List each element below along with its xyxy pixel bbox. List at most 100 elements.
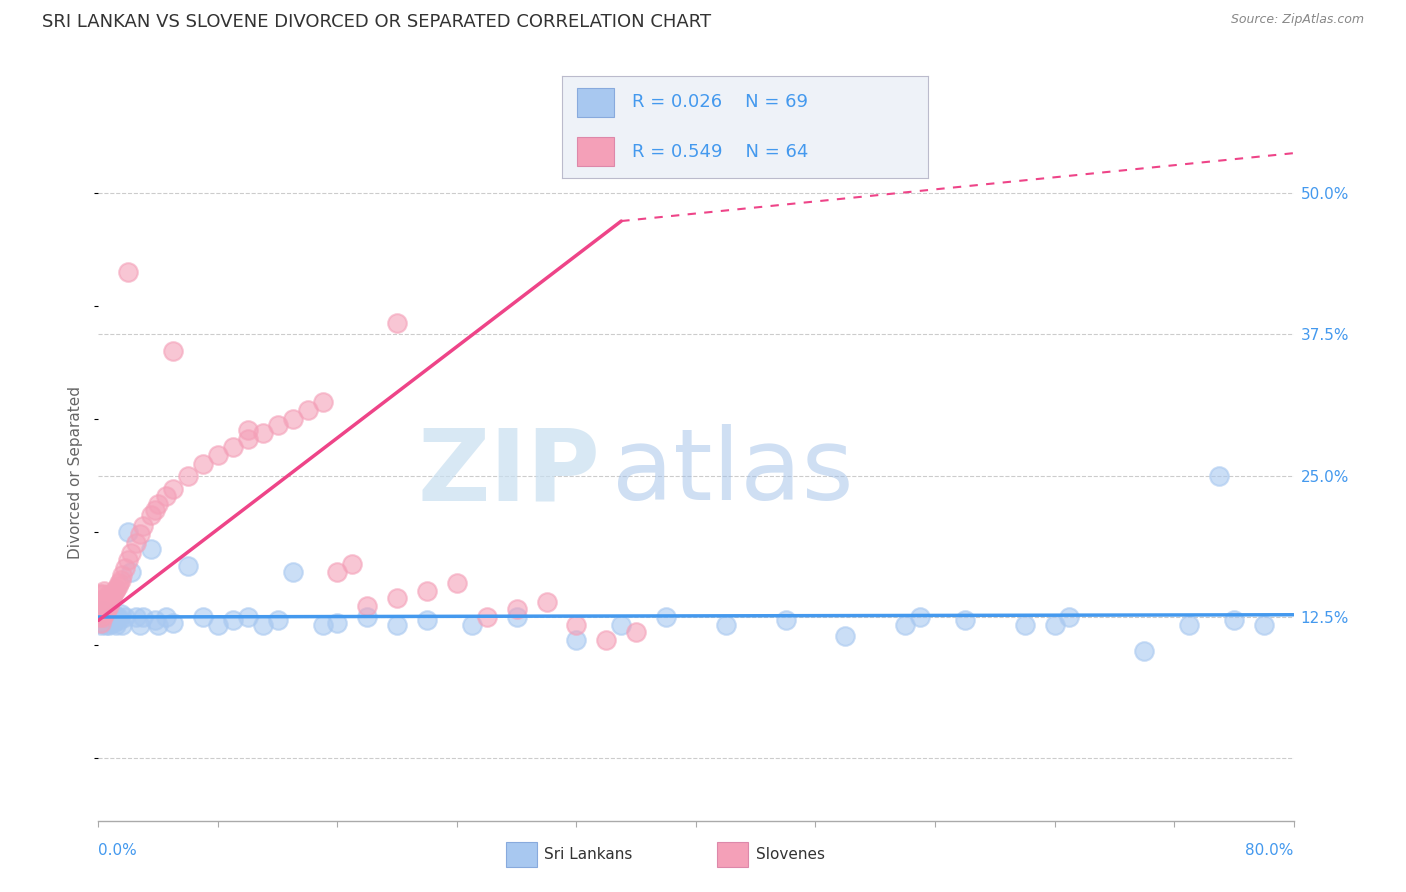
- Point: [105, 582, 128, 596]
- Point: [103, 615, 125, 630]
- Point: [775, 614, 797, 628]
- Point: [356, 599, 378, 613]
- Point: [97, 607, 120, 621]
- Text: 80.0%: 80.0%: [1246, 843, 1294, 858]
- Point: [148, 618, 170, 632]
- Point: [1133, 644, 1156, 658]
- Point: [107, 579, 129, 593]
- Point: [97, 618, 120, 632]
- Point: [94, 604, 117, 618]
- Point: [111, 568, 134, 582]
- Point: [139, 508, 162, 523]
- Text: Slovenes: Slovenes: [756, 847, 825, 862]
- Point: [110, 607, 132, 621]
- Point: [94, 607, 117, 622]
- Point: [120, 545, 142, 559]
- Point: [104, 584, 127, 599]
- Point: [110, 573, 132, 587]
- Point: [132, 610, 155, 624]
- Point: [610, 618, 633, 632]
- Point: [96, 591, 118, 605]
- Point: [96, 602, 118, 616]
- Point: [162, 344, 184, 359]
- Point: [104, 607, 127, 622]
- Text: atlas: atlas: [613, 425, 853, 521]
- Point: [91, 599, 114, 613]
- Point: [93, 584, 115, 599]
- Point: [222, 614, 245, 628]
- Text: Sri Lankans: Sri Lankans: [544, 847, 633, 862]
- Point: [475, 610, 498, 624]
- Point: [101, 610, 124, 624]
- Point: [89, 599, 111, 613]
- Point: [416, 614, 439, 628]
- Point: [143, 502, 166, 516]
- Point: [155, 610, 177, 624]
- Point: [1208, 468, 1230, 483]
- Point: [506, 610, 529, 624]
- Point: [97, 599, 120, 613]
- Point: [90, 615, 112, 630]
- Point: [100, 595, 122, 609]
- Point: [89, 587, 111, 601]
- Point: [117, 553, 139, 567]
- Point: [89, 610, 111, 624]
- Point: [1014, 618, 1036, 632]
- Point: [120, 565, 142, 579]
- Point: [93, 615, 115, 630]
- Point: [129, 527, 152, 541]
- Point: [1253, 618, 1275, 632]
- Point: [100, 614, 122, 628]
- Point: [1043, 618, 1066, 632]
- Point: [96, 610, 118, 624]
- Point: [97, 587, 120, 601]
- Point: [565, 632, 588, 647]
- Point: [236, 423, 259, 437]
- Point: [297, 403, 319, 417]
- Text: R = 0.549    N = 64: R = 0.549 N = 64: [631, 143, 808, 161]
- Point: [108, 576, 131, 591]
- Point: [89, 615, 111, 630]
- Point: [342, 557, 364, 571]
- Point: [446, 576, 468, 591]
- Point: [111, 618, 134, 632]
- Point: [416, 584, 439, 599]
- Point: [91, 610, 114, 624]
- Point: [93, 610, 115, 624]
- Point: [385, 591, 409, 605]
- Point: [125, 536, 148, 550]
- Point: [90, 618, 112, 632]
- Point: [139, 542, 162, 557]
- Point: [129, 618, 152, 632]
- Point: [94, 593, 117, 607]
- Point: [385, 618, 409, 632]
- Point: [177, 559, 200, 574]
- Point: [93, 607, 115, 621]
- Point: [267, 417, 290, 432]
- Point: [91, 611, 114, 625]
- Point: [107, 610, 129, 624]
- Point: [89, 604, 111, 618]
- Point: [1059, 610, 1081, 624]
- Point: [117, 525, 139, 540]
- Point: [103, 587, 125, 601]
- Point: [162, 482, 184, 496]
- Point: [506, 602, 529, 616]
- Point: [90, 593, 112, 607]
- Point: [595, 632, 617, 647]
- Point: [132, 519, 155, 533]
- Point: [908, 610, 931, 624]
- Point: [894, 618, 917, 632]
- Point: [148, 497, 170, 511]
- Point: [114, 610, 136, 624]
- Point: [222, 440, 245, 454]
- Point: [236, 610, 259, 624]
- Point: [207, 448, 229, 462]
- Point: [101, 591, 124, 605]
- Bar: [576, 137, 613, 166]
- Point: [834, 629, 856, 643]
- Point: [114, 561, 136, 575]
- Point: [90, 607, 112, 621]
- Point: [91, 607, 114, 622]
- Bar: [576, 88, 613, 117]
